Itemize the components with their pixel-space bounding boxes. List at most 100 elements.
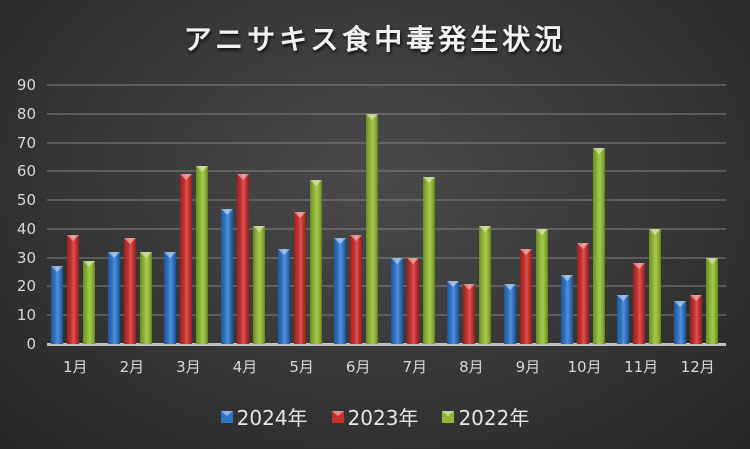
x-tick-label: 6月 [345, 358, 371, 376]
y-tick-label: 70 [16, 133, 36, 152]
bar-cap-icon [633, 263, 646, 270]
bar-cap-icon [673, 300, 686, 307]
bar-2022年-10月 [592, 148, 605, 344]
bar-2023年-10月 [576, 243, 589, 344]
legend-swatch-icon [220, 410, 233, 423]
bar-2024年-7月 [390, 257, 403, 344]
bar-2023年-7月 [406, 257, 419, 344]
bar-cap-icon [479, 226, 492, 233]
bar-cap-icon [196, 165, 209, 172]
bar-cap-icon [277, 249, 290, 256]
gridline [47, 256, 726, 259]
gridline [47, 199, 726, 202]
bar-2024年-12月 [673, 300, 686, 344]
bar-cap-icon [422, 177, 435, 184]
bar-2022年-1月 [83, 260, 96, 344]
bar-2023年-1月 [67, 234, 80, 344]
bar-cap-icon [221, 208, 234, 215]
x-tick-label: 3月 [176, 358, 201, 376]
bar-cap-icon [366, 113, 379, 120]
bar-2024年-8月 [447, 280, 460, 344]
bar-cap-icon [293, 211, 306, 218]
bar-2023年-11月 [633, 263, 646, 344]
legend-item-2022年: 2022年 [442, 402, 529, 431]
bar-cap-icon [592, 148, 605, 155]
bar-2022年-3月 [196, 165, 209, 344]
bar-cap-icon [406, 257, 419, 264]
y-tick-label: 10 [16, 306, 36, 325]
x-tick-label: 1月 [63, 358, 88, 376]
gridline [47, 141, 726, 144]
bar-cap-icon [83, 260, 96, 267]
y-tick-label: 90 [16, 76, 36, 94]
bar-cap-icon [503, 283, 516, 290]
x-tick-label: 2月 [119, 358, 145, 376]
bar-cap-icon [649, 228, 662, 235]
bar-2024年-4月 [221, 208, 234, 344]
gridline [47, 170, 726, 173]
bar-cap-icon [617, 295, 630, 302]
bar-2022年-12月 [705, 257, 718, 344]
bar-2023年-9月 [519, 249, 532, 344]
y-tick-label: 80 [16, 104, 36, 123]
y-tick-label: 40 [16, 219, 36, 238]
bar-2023年-2月 [123, 237, 136, 344]
bar-cap-icon [350, 234, 363, 241]
legend-swatch-icon [442, 410, 455, 423]
x-tick-label: 5月 [289, 358, 314, 376]
bar-2024年-9月 [503, 283, 516, 344]
x-axis-baseline [47, 343, 726, 346]
bar-2022年-11月 [649, 228, 662, 344]
chart-title: アニサキス食中毒発生状況 [183, 23, 567, 56]
y-tick-label: 50 [16, 191, 36, 210]
bar-cap-icon [705, 257, 718, 264]
bar-2024年-2月 [107, 251, 120, 344]
bar-cap-icon [576, 243, 589, 250]
bar-2024年-11月 [617, 295, 630, 344]
legend-label: 2024年 [236, 406, 308, 430]
bar-2022年-2月 [139, 251, 152, 344]
bar-cap-icon [237, 174, 250, 181]
bar-2022年-5月 [309, 179, 322, 344]
y-tick-label: 20 [16, 277, 36, 296]
y-tick-label: 0 [26, 335, 36, 353]
bar-cap-icon [164, 251, 177, 258]
x-tick-label: 11月 [624, 358, 659, 376]
bar-2022年-8月 [479, 226, 492, 344]
bar-cap-icon [123, 237, 136, 244]
bar-2022年-7月 [422, 177, 435, 344]
bar-cap-icon [447, 280, 460, 287]
legend-item-2023年: 2023年 [331, 402, 419, 431]
bar-cap-icon [689, 295, 702, 302]
bar-cap-icon [463, 283, 476, 290]
bar-cap-icon [390, 257, 403, 264]
bar-cap-icon [67, 234, 80, 241]
legend-label: 2023年 [347, 406, 419, 430]
x-tick-label: 9月 [515, 358, 541, 376]
bar-cap-icon [107, 251, 120, 258]
legend-swatch-icon [331, 410, 344, 423]
bar-2023年-12月 [689, 295, 702, 344]
bar-cap-icon [560, 274, 573, 281]
bar-2024年-3月 [164, 251, 177, 344]
legend-item-2024年: 2024年 [220, 402, 308, 431]
x-tick-label: 10月 [567, 358, 602, 376]
bar-cap-icon [139, 251, 152, 258]
legend-label: 2022年 [458, 406, 530, 430]
bar-cap-icon [180, 174, 193, 181]
bar-cap-icon [334, 237, 347, 244]
bar-cap-icon [253, 226, 266, 233]
plot-area [47, 84, 726, 346]
gridline [47, 112, 726, 115]
bar-2023年-3月 [180, 174, 193, 344]
bar-2023年-8月 [463, 283, 476, 344]
bar-cap-icon [51, 266, 64, 273]
bar-2022年-6月 [366, 113, 379, 344]
x-tick-label: 4月 [232, 358, 258, 376]
y-tick-label: 60 [16, 162, 36, 181]
bar-2024年-6月 [334, 237, 347, 344]
bar-2024年-5月 [277, 249, 290, 344]
gridline [47, 227, 726, 230]
x-tick-label: 12月 [680, 358, 715, 376]
